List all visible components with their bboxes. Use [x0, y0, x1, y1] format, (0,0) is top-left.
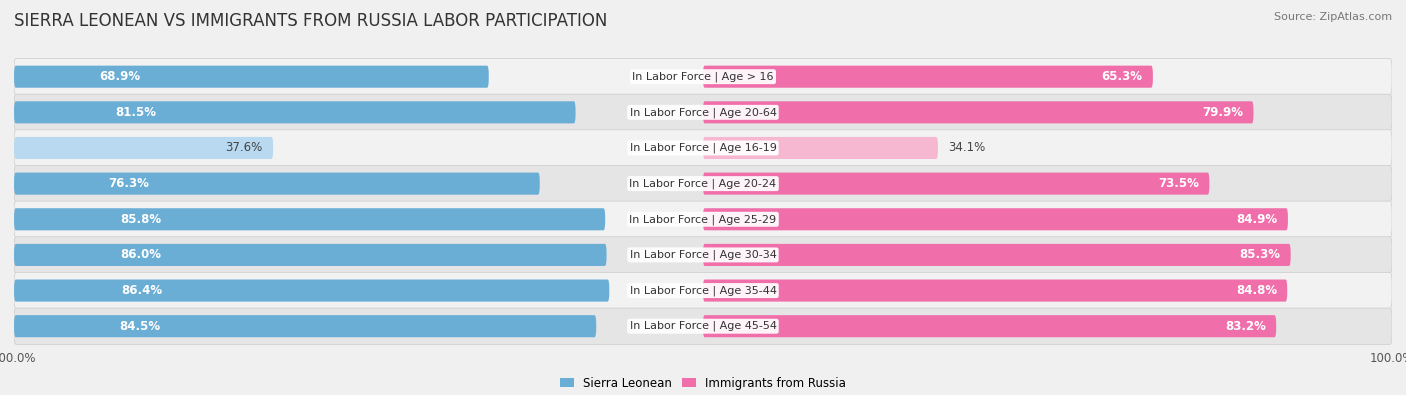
Text: 86.4%: 86.4%: [121, 284, 162, 297]
Text: Source: ZipAtlas.com: Source: ZipAtlas.com: [1274, 12, 1392, 22]
Text: 68.9%: 68.9%: [100, 70, 141, 83]
Text: SIERRA LEONEAN VS IMMIGRANTS FROM RUSSIA LABOR PARTICIPATION: SIERRA LEONEAN VS IMMIGRANTS FROM RUSSIA…: [14, 12, 607, 30]
FancyBboxPatch shape: [14, 94, 1392, 130]
Text: 81.5%: 81.5%: [115, 106, 156, 119]
FancyBboxPatch shape: [14, 244, 606, 266]
FancyBboxPatch shape: [14, 201, 1392, 237]
FancyBboxPatch shape: [703, 244, 1291, 266]
FancyBboxPatch shape: [14, 315, 596, 337]
FancyBboxPatch shape: [14, 58, 1392, 95]
Text: 65.3%: 65.3%: [1101, 70, 1143, 83]
FancyBboxPatch shape: [14, 130, 1392, 166]
Text: In Labor Force | Age 20-24: In Labor Force | Age 20-24: [630, 179, 776, 189]
Text: In Labor Force | Age 25-29: In Labor Force | Age 25-29: [630, 214, 776, 224]
Text: In Labor Force | Age 16-19: In Labor Force | Age 16-19: [630, 143, 776, 153]
FancyBboxPatch shape: [703, 315, 1277, 337]
FancyBboxPatch shape: [14, 208, 605, 230]
FancyBboxPatch shape: [14, 66, 489, 88]
FancyBboxPatch shape: [14, 273, 1392, 309]
Text: 79.9%: 79.9%: [1202, 106, 1243, 119]
Text: 84.9%: 84.9%: [1236, 213, 1278, 226]
Text: 86.0%: 86.0%: [121, 248, 162, 261]
FancyBboxPatch shape: [703, 208, 1288, 230]
Text: In Labor Force | Age 20-64: In Labor Force | Age 20-64: [630, 107, 776, 118]
FancyBboxPatch shape: [703, 173, 1209, 195]
FancyBboxPatch shape: [14, 280, 609, 302]
Text: 73.5%: 73.5%: [1159, 177, 1199, 190]
Text: 37.6%: 37.6%: [225, 141, 263, 154]
FancyBboxPatch shape: [703, 280, 1288, 302]
FancyBboxPatch shape: [14, 101, 575, 123]
Text: In Labor Force | Age 45-54: In Labor Force | Age 45-54: [630, 321, 776, 331]
Text: In Labor Force | Age 30-34: In Labor Force | Age 30-34: [630, 250, 776, 260]
FancyBboxPatch shape: [14, 237, 1392, 273]
Text: 83.2%: 83.2%: [1225, 320, 1265, 333]
FancyBboxPatch shape: [703, 66, 1153, 88]
Text: 76.3%: 76.3%: [108, 177, 149, 190]
FancyBboxPatch shape: [14, 166, 1392, 202]
Text: 85.3%: 85.3%: [1239, 248, 1281, 261]
Text: 34.1%: 34.1%: [948, 141, 986, 154]
Text: 85.8%: 85.8%: [121, 213, 162, 226]
Text: In Labor Force | Age > 16: In Labor Force | Age > 16: [633, 71, 773, 82]
FancyBboxPatch shape: [14, 173, 540, 195]
Text: In Labor Force | Age 35-44: In Labor Force | Age 35-44: [630, 285, 776, 296]
FancyBboxPatch shape: [703, 101, 1254, 123]
Text: 84.8%: 84.8%: [1236, 284, 1277, 297]
FancyBboxPatch shape: [703, 137, 938, 159]
Text: 84.5%: 84.5%: [120, 320, 160, 333]
Legend: Sierra Leonean, Immigrants from Russia: Sierra Leonean, Immigrants from Russia: [555, 372, 851, 394]
FancyBboxPatch shape: [14, 137, 273, 159]
FancyBboxPatch shape: [14, 308, 1392, 344]
